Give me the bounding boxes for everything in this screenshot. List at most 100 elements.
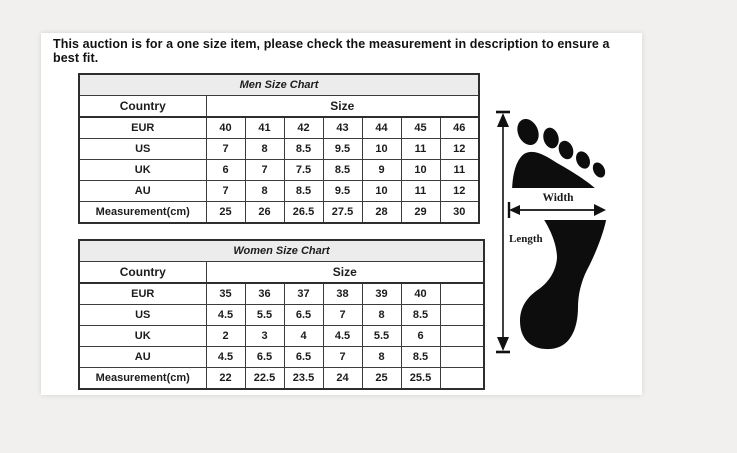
size-value-cell: 25.5 bbox=[400, 367, 441, 390]
size-value-cell: 3 bbox=[244, 325, 285, 347]
size-value-cell: 7 bbox=[205, 180, 246, 202]
table-row-au: AU 7 8 8.5 9.5 10 11 12 bbox=[78, 180, 480, 202]
toe-3 bbox=[558, 140, 574, 160]
size-value-cell: 40 bbox=[205, 116, 246, 139]
size-value-cell: 12 bbox=[439, 180, 480, 202]
size-value-cell: 7 bbox=[205, 138, 246, 160]
size-value-cell: 5.5 bbox=[244, 304, 285, 326]
empty-cell bbox=[439, 282, 485, 305]
size-value-cell: 40 bbox=[400, 282, 441, 305]
table-header-row: Country Size bbox=[78, 95, 480, 118]
size-value-cell: 28 bbox=[361, 201, 402, 224]
size-value-cell: 26.5 bbox=[283, 201, 324, 224]
table-row-au: AU 4.5 6.5 6.5 7 8 8.5 bbox=[78, 346, 485, 368]
women-chart-title: Women Size Chart bbox=[78, 239, 485, 262]
size-value-cell: 8 bbox=[361, 304, 402, 326]
size-value-cell: 4.5 bbox=[205, 304, 246, 326]
size-value-cell: 10 bbox=[361, 180, 402, 202]
toe-2 bbox=[543, 127, 559, 149]
row-label-cell: Measurement(cm) bbox=[78, 367, 207, 390]
empty-cell bbox=[439, 304, 485, 326]
size-header-cell: Size bbox=[205, 261, 485, 284]
table-row-uk: UK 6 7 7.5 8.5 9 10 11 bbox=[78, 159, 480, 181]
size-value-cell: 5.5 bbox=[361, 325, 402, 347]
row-label-cell: US bbox=[78, 304, 207, 326]
size-value-cell: 6.5 bbox=[244, 346, 285, 368]
size-value-cell: 7 bbox=[244, 159, 285, 181]
size-value-cell: 23.5 bbox=[283, 367, 324, 390]
size-value-cell: 6 bbox=[400, 325, 441, 347]
width-arrow bbox=[507, 202, 606, 218]
empty-cell bbox=[439, 346, 485, 368]
size-value-cell: 8.5 bbox=[400, 346, 441, 368]
men-size-chart-table: Men Size Chart Country Size EUR 40 41 42… bbox=[78, 73, 481, 224]
empty-cell bbox=[439, 325, 485, 347]
size-value-cell: 43 bbox=[322, 116, 363, 139]
size-value-cell: 25 bbox=[361, 367, 402, 390]
size-value-cell: 6 bbox=[205, 159, 246, 181]
size-value-cell: 6.5 bbox=[283, 346, 324, 368]
table-row-measurement: Measurement(cm) 22 22.5 23.5 24 25 25.5 bbox=[78, 367, 485, 390]
size-value-cell: 4 bbox=[283, 325, 324, 347]
size-value-cell: 6.5 bbox=[283, 304, 324, 326]
footprint-graphic: Width Length bbox=[496, 110, 611, 354]
size-value-cell: 22.5 bbox=[244, 367, 285, 390]
toe-4 bbox=[576, 151, 590, 169]
size-value-cell: 29 bbox=[400, 201, 441, 224]
men-chart-title: Men Size Chart bbox=[78, 73, 480, 96]
size-value-cell: 46 bbox=[439, 116, 480, 139]
country-header-cell: Country bbox=[78, 95, 207, 118]
women-size-chart-table: Women Size Chart Country Size EUR 35 36 … bbox=[78, 239, 485, 390]
foot-measurement-diagram: Width Length bbox=[488, 101, 643, 363]
size-value-cell: 2 bbox=[205, 325, 246, 347]
size-value-cell: 27.5 bbox=[322, 201, 363, 224]
size-value-cell: 36 bbox=[244, 282, 285, 305]
table-header-row: Country Size bbox=[78, 261, 485, 284]
size-value-cell: 8 bbox=[244, 180, 285, 202]
size-value-cell: 22 bbox=[205, 367, 246, 390]
length-label: Length bbox=[509, 233, 543, 245]
size-value-cell: 42 bbox=[283, 116, 324, 139]
size-value-cell: 10 bbox=[361, 138, 402, 160]
toe-5 bbox=[592, 162, 606, 178]
width-band bbox=[505, 188, 611, 220]
size-value-cell: 9.5 bbox=[322, 138, 363, 160]
size-value-cell: 4.5 bbox=[205, 346, 246, 368]
table-row-us: US 7 8 8.5 9.5 10 11 12 bbox=[78, 138, 480, 160]
length-arrow bbox=[496, 110, 510, 354]
size-value-cell: 12 bbox=[439, 138, 480, 160]
size-value-cell: 44 bbox=[361, 116, 402, 139]
row-label-cell: US bbox=[78, 138, 207, 160]
empty-cell bbox=[439, 367, 485, 390]
size-value-cell: 8.5 bbox=[283, 180, 324, 202]
size-value-cell: 8 bbox=[244, 138, 285, 160]
size-value-cell: 25 bbox=[205, 201, 246, 224]
size-value-cell: 41 bbox=[244, 116, 285, 139]
table-row-measurement: Measurement(cm) 25 26 26.5 27.5 28 29 30 bbox=[78, 201, 480, 224]
width-label: Width bbox=[542, 192, 574, 204]
size-value-cell: 8.5 bbox=[322, 159, 363, 181]
size-value-cell: 8.5 bbox=[283, 138, 324, 160]
size-value-cell: 10 bbox=[400, 159, 441, 181]
row-label-cell: AU bbox=[78, 180, 207, 202]
size-value-cell: 35 bbox=[205, 282, 246, 305]
table-row-eur: EUR 40 41 42 43 44 45 46 bbox=[78, 116, 480, 139]
size-value-cell: 26 bbox=[244, 201, 285, 224]
size-value-cell: 30 bbox=[439, 201, 480, 224]
country-header-cell: Country bbox=[78, 261, 207, 284]
row-label-cell: EUR bbox=[78, 116, 207, 139]
row-label-cell: EUR bbox=[78, 282, 207, 305]
size-value-cell: 39 bbox=[361, 282, 402, 305]
size-value-cell: 38 bbox=[322, 282, 363, 305]
table-row-eur: EUR 35 36 37 38 39 40 bbox=[78, 282, 485, 305]
auction-note-text: This auction is for a one size item, ple… bbox=[53, 37, 610, 65]
table-title-row: Men Size Chart bbox=[78, 73, 480, 96]
table-row-uk: UK 2 3 4 4.5 5.5 6 bbox=[78, 325, 485, 347]
size-value-cell: 24 bbox=[322, 367, 363, 390]
size-value-cell: 7 bbox=[322, 346, 363, 368]
row-label-cell: UK bbox=[78, 325, 207, 347]
table-title-row: Women Size Chart bbox=[78, 239, 485, 262]
size-value-cell: 11 bbox=[400, 180, 441, 202]
row-label-cell: Measurement(cm) bbox=[78, 201, 207, 224]
